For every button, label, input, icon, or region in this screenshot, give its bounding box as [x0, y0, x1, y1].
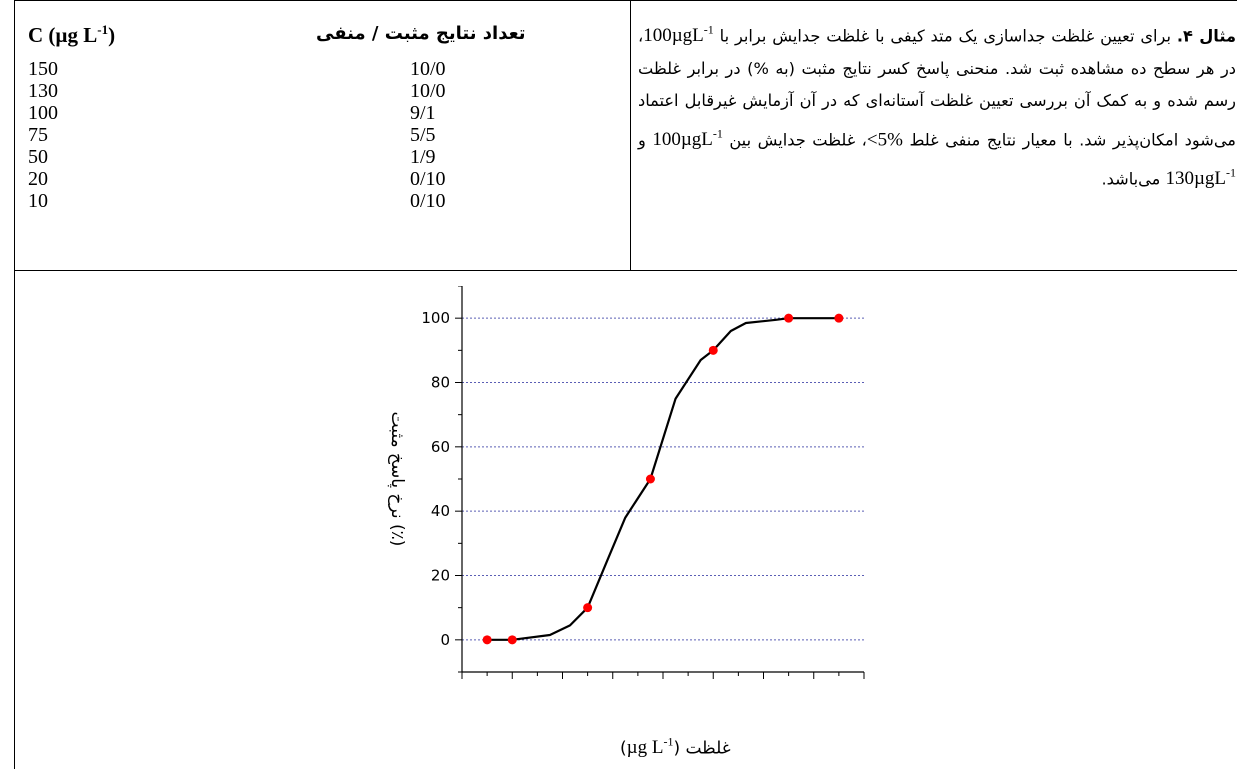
paragraph-value: 100µgL-1 — [643, 23, 714, 47]
table-row: 130 10/0 — [28, 80, 628, 102]
x-tick-label: 40 — [553, 685, 572, 686]
response-curve — [487, 317, 839, 641]
concentration-cell: 75 — [28, 124, 48, 146]
x-tick-label: 60 — [603, 685, 622, 686]
y-tick-label: 20 — [431, 567, 450, 585]
x-tick-label: 160 — [850, 685, 879, 686]
x-tick-label: 140 — [799, 685, 828, 686]
header-results: تعداد نتایج مثبت / منفی — [316, 23, 526, 44]
result-cell: 0/10 — [410, 190, 446, 212]
result-cell: 9/1 — [410, 102, 436, 124]
paragraph-text: برای تعیین غلظت جداسازی یک متد کیفی با غ… — [713, 26, 1177, 46]
example-label: مثال ۴. — [1176, 26, 1237, 46]
concentration-cell: 50 — [28, 146, 48, 168]
data-point — [482, 635, 492, 645]
result-cell: 5/5 — [410, 124, 436, 146]
concentration-cell: 150 — [28, 58, 58, 80]
y-axis-title: نرخ پاسخ مثبت (٪) — [387, 412, 407, 547]
result-cell: 10/0 — [410, 58, 446, 80]
x-tick-label: 100 — [699, 685, 728, 686]
y-tick-label: 0 — [440, 631, 450, 649]
paragraph-text: ، در هر سطح ده مشاهده ثبت شد. منحنی پاسخ… — [638, 26, 1236, 150]
table-row: 75 5/5 — [28, 124, 628, 146]
paragraph-text: ، غلظت جدایش بین — [722, 130, 867, 150]
paragraph-value: 100µgL-1 — [652, 126, 723, 151]
table-row: 150 10/0 — [28, 58, 628, 80]
result-cell: 10/0 — [410, 80, 446, 102]
vertical-divider — [630, 0, 631, 270]
concentration-cell: 100 — [28, 102, 58, 124]
result-cell: 1/9 — [410, 146, 436, 168]
table-row: 100 9/1 — [28, 102, 628, 124]
x-tick-label: 80 — [653, 685, 672, 686]
y-tick-label: 80 — [431, 374, 450, 392]
paragraph-text: می‌باشد. — [1101, 168, 1166, 188]
table-row: 50 1/9 — [28, 146, 628, 168]
example-paragraph: مثال ۴. برای تعیین غلظت جداسازی یک متد ک… — [638, 14, 1236, 195]
data-point — [834, 313, 844, 323]
header-concentration: C (µg L-1) — [28, 22, 116, 47]
x-tick-label: 20 — [503, 685, 522, 686]
y-tick-label: 60 — [431, 438, 450, 456]
paragraph-value: 130µgL-1 — [1165, 165, 1236, 189]
x-tick-label: 120 — [749, 685, 778, 686]
y-tick-label: 100 — [421, 309, 450, 327]
response-chart: 0 20 40 60 80 100 0 20 40 60 80 100 120 140 160 نرخ پاس… — [387, 286, 879, 686]
y-tick-label: 40 — [431, 502, 450, 520]
x-tick-label: 0 — [457, 685, 467, 686]
table-row: 10 0/10 — [28, 190, 628, 212]
data-point — [583, 603, 593, 613]
data-point — [645, 474, 655, 484]
paragraph-text: و — [638, 130, 653, 150]
data-point — [784, 313, 794, 323]
concentration-cell: 130 — [28, 80, 58, 102]
x-axis-title: غلظت (µg L-1) — [620, 735, 731, 759]
result-cell: 0/10 — [410, 168, 446, 190]
paragraph-value: <5% — [866, 129, 903, 151]
data-point — [507, 635, 517, 645]
concentration-cell: 20 — [28, 168, 48, 190]
table-row: 20 0/10 — [28, 168, 628, 190]
horizontal-divider — [14, 270, 1237, 271]
page-frame — [14, 0, 1237, 769]
data-point — [708, 345, 718, 355]
concentration-cell: 10 — [28, 190, 48, 212]
